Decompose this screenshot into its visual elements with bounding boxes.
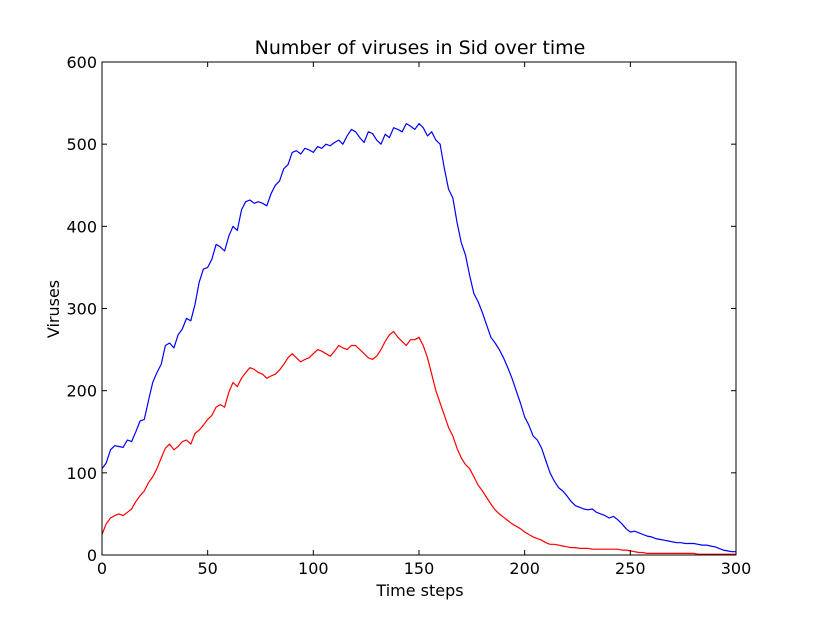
y-tick-label: 100: [66, 464, 97, 483]
y-tick-label: 200: [66, 382, 97, 401]
x-tick-label: 200: [509, 559, 540, 578]
y-tick-label: 500: [66, 135, 97, 154]
plot-frame: [101, 61, 737, 556]
x-tick-label: 0: [97, 559, 107, 578]
y-axis-label: Viruses: [44, 280, 63, 338]
x-tick-label: 50: [197, 559, 217, 578]
series-layer: [101, 123, 736, 555]
ticks-layer: 0 50 100 150 200 250 300 0 100 200 300 400 500 600: [66, 53, 751, 578]
x-tick-label: 150: [404, 559, 435, 578]
y-tick-label: 600: [66, 53, 97, 72]
x-tick-label: 300: [721, 559, 752, 578]
chart-title: Number of viruses in Sid over time: [255, 37, 586, 59]
y-tick-label: 400: [66, 217, 97, 236]
series-line-1: [101, 123, 736, 553]
x-axis-label: Time steps: [375, 581, 463, 600]
x-tick-label: 250: [615, 559, 646, 578]
y-tick-label: 0: [87, 546, 97, 565]
series-line-2: [101, 330, 736, 555]
x-tick-label: 100: [298, 559, 329, 578]
y-tick-label: 300: [66, 300, 97, 319]
